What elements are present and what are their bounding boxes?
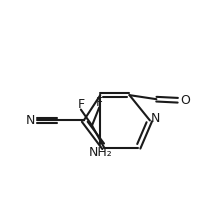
Text: F: F bbox=[96, 96, 103, 109]
Text: F: F bbox=[77, 98, 84, 111]
Text: O: O bbox=[180, 94, 190, 107]
Text: N: N bbox=[26, 114, 35, 127]
Text: N: N bbox=[151, 112, 161, 125]
Text: NH₂: NH₂ bbox=[88, 146, 112, 159]
